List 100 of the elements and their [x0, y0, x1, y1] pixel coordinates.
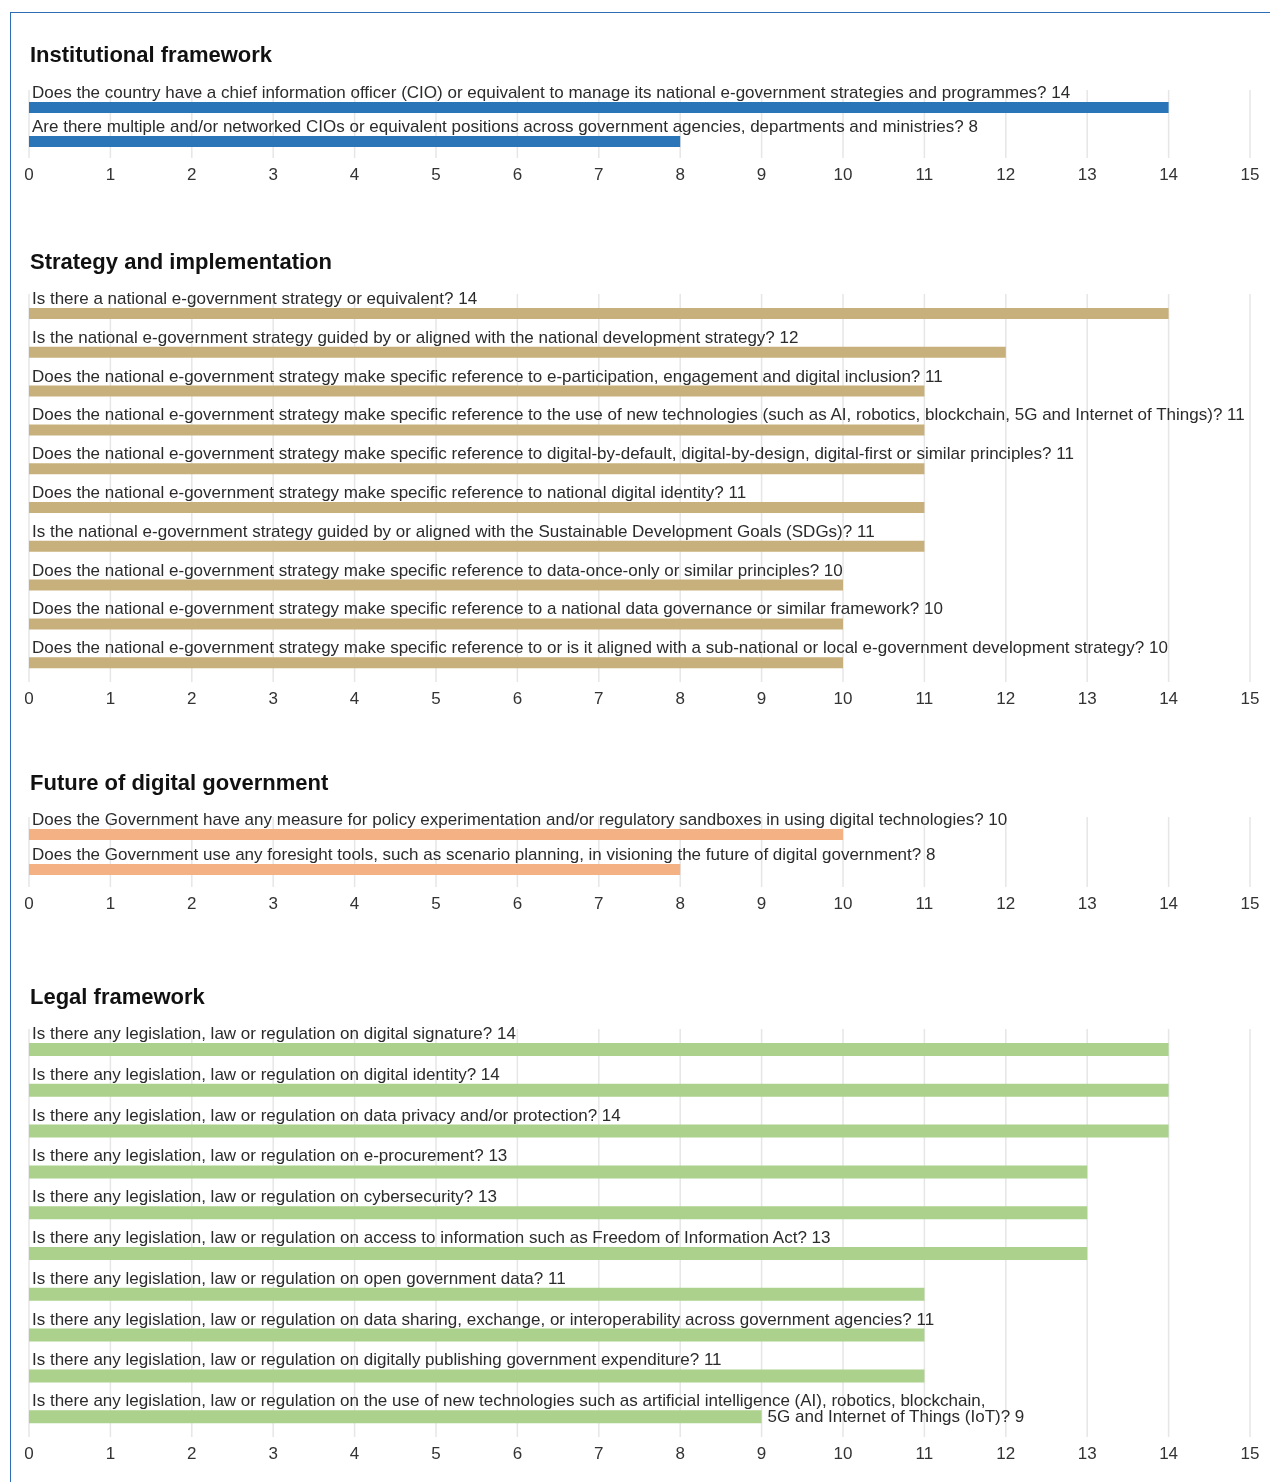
- y-tick-label: Does the country have a chief information officer (CIO) or equivalent to manage its national e-government strategies and programmes? 14: [32, 83, 1071, 102]
- chart-title: Institutional framework: [30, 41, 273, 69]
- x-tick-label: 9: [756, 165, 767, 185]
- bar: [29, 1368, 925, 1382]
- x-tick-label: 0: [24, 893, 34, 913]
- x-tick-label: 10: [833, 688, 853, 708]
- x-tick-label: 4: [349, 165, 360, 185]
- x-tick-label: 14: [1159, 893, 1179, 913]
- x-tick-label: 3: [268, 688, 278, 708]
- y-tick-label: Does the national e-government strategy make specific reference to data-once-only or similar principles? 10: [32, 560, 843, 580]
- x-tick-label: 6: [512, 1443, 523, 1463]
- bar: [29, 462, 925, 474]
- x-tick-label: 6: [512, 165, 523, 185]
- y-tick-label: Is there any legislation, law or regulation on open government data? 11: [32, 1268, 566, 1288]
- x-tick-label: 7: [594, 893, 604, 913]
- y-tick-label: Does the national e-government strategy make specific reference to digital-by-default, digital-by-design, digital-first or similar principles? 11: [32, 443, 1074, 463]
- x-tick-label: 2: [187, 165, 197, 185]
- x-tick-label: 6: [512, 688, 523, 708]
- y-tick-label: Is there any legislation, law or regulation on digital identity? 14: [32, 1064, 500, 1084]
- y-tick-label: Is there any legislation, law or regulation on data sharing, exchange, or interoperability across government agencies? 11: [32, 1309, 935, 1329]
- x-tick-label: 11: [915, 688, 934, 708]
- x-tick-label: 10: [833, 893, 853, 913]
- x-tick-label: 5: [431, 1443, 441, 1463]
- x-tick-label: 14: [1159, 1443, 1179, 1463]
- x-tick-label: 11: [915, 165, 934, 185]
- bar: [29, 1205, 1088, 1219]
- x-tick-label: 12: [996, 165, 1016, 185]
- x-tick-label: 7: [594, 1443, 604, 1463]
- y-tick-label: Does the national e-government strategy make specific reference to the use of new technologies (such as AI, robotics, blockchain, 5G and Internet of Things)? 11: [32, 404, 1245, 424]
- x-tick-label: 15: [1240, 893, 1260, 913]
- x-tick-label: 8: [675, 688, 685, 708]
- bar: [29, 1124, 1169, 1138]
- x-tick-label: 11: [915, 893, 934, 913]
- x-tick-label: 13: [1077, 165, 1097, 185]
- bar: [29, 1042, 1169, 1056]
- bar: [29, 346, 1006, 358]
- x-tick-label: 3: [268, 165, 278, 185]
- y-tick-label: Is there any legislation, law or regulation on digital signature? 14: [32, 1023, 516, 1043]
- y-tick-label: Is there any legislation, law or regulation on digitally publishing government expenditure? 11: [32, 1349, 722, 1369]
- bar: [29, 1409, 762, 1423]
- chart-title: Legal framework: [30, 983, 205, 1011]
- bar: [29, 385, 925, 397]
- x-tick-label: 8: [675, 1443, 685, 1463]
- bar: [29, 579, 843, 591]
- x-tick-label: 0: [24, 1443, 34, 1463]
- y-tick-label: Does the national e-government strategy make specific reference to national digital identity? 11: [32, 482, 747, 502]
- y-tick-label: Is there any legislation, law or regulation on access to information such as Freedom of Information Act? 13: [32, 1227, 831, 1247]
- x-tick-label: 13: [1077, 688, 1097, 708]
- x-tick-label: 9: [756, 688, 767, 708]
- x-tick-label: 2: [187, 1443, 197, 1463]
- x-tick-label: 9: [756, 893, 767, 913]
- chart-title: Strategy and implementation: [30, 248, 332, 276]
- x-tick-label: 15: [1240, 688, 1260, 708]
- x-tick-label: 1: [105, 688, 116, 708]
- y-tick-label: Are there multiple and/or networked CIOs or equivalent positions across government agencies, departments and ministries? 8: [32, 117, 978, 136]
- bar: [29, 1328, 925, 1342]
- y-tick-label: Is the national e-government strategy guided by or aligned with the Sustainable Development Goals (SDGs)? 11: [32, 521, 875, 541]
- x-tick-label: 5: [431, 688, 441, 708]
- bar: [29, 1164, 1088, 1178]
- x-tick-label: 7: [594, 688, 604, 708]
- y-tick-label: Is there any legislation, law or regulation on cybersecurity? 13: [32, 1186, 497, 1206]
- bar: [29, 540, 925, 552]
- x-tick-label: 10: [833, 1443, 853, 1463]
- y-tick-label: Is there any legislation, law or regulation on e-procurement? 13: [32, 1145, 508, 1165]
- x-tick-label: 0: [24, 165, 34, 185]
- x-tick-label: 4: [349, 688, 360, 708]
- x-tick-label: 1: [105, 1443, 116, 1463]
- x-tick-label: 2: [187, 893, 197, 913]
- x-tick-label: 15: [1240, 165, 1260, 185]
- x-tick-label: 8: [675, 165, 685, 185]
- x-tick-label: 5: [431, 893, 441, 913]
- y-tick-label: Is there a national e-government strategy or equivalent? 14: [32, 288, 478, 308]
- y-tick-label: Is the national e-government strategy guided by or aligned with the national development strategy? 12: [32, 327, 799, 347]
- bar: [29, 1083, 1169, 1097]
- x-tick-label: 10: [833, 165, 853, 185]
- y-tick-label: Is there any legislation, law or regulation on the use of new technologies such as artificial intelligence (AI), robotics, blockchain, 5G and Internet of Things (IoT)? 9: [32, 1390, 1025, 1426]
- x-tick-label: 8: [675, 893, 685, 913]
- bar: [29, 423, 925, 435]
- x-tick-label: 0: [24, 688, 34, 708]
- x-tick-label: 4: [349, 1443, 360, 1463]
- x-tick-label: 14: [1159, 165, 1179, 185]
- x-tick-label: 9: [756, 1443, 767, 1463]
- bar: [29, 501, 925, 513]
- y-tick-label: Does the national e-government strategy make specific reference to or is it aligned with a sub-national or local e-government development strategy? 10: [32, 637, 1168, 657]
- x-tick-label: 6: [512, 893, 523, 913]
- y-tick-label: Does the Government have any measure for policy experimentation and/or regulatory sandboxes in using digital technologies? 10: [32, 809, 1008, 829]
- bar: [29, 1246, 1088, 1260]
- x-tick-label: 3: [268, 1443, 278, 1463]
- x-tick-label: 12: [996, 1443, 1016, 1463]
- x-tick-label: 12: [996, 893, 1016, 913]
- y-tick-label: Does the national e-government strategy make specific reference to a national data governance or similar framework? 10: [32, 598, 943, 618]
- x-tick-label: 4: [349, 893, 360, 913]
- x-tick-label: 5: [431, 165, 441, 185]
- x-tick-label: 3: [268, 893, 278, 913]
- y-tick-label: Is there any legislation, law or regulation on data privacy and/or protection? 14: [32, 1105, 621, 1125]
- x-tick-label: 2: [187, 688, 197, 708]
- chart-title: Future of digital government: [30, 769, 329, 797]
- bar: [29, 307, 1169, 319]
- x-tick-label: 1: [105, 165, 116, 185]
- bar: [29, 656, 843, 668]
